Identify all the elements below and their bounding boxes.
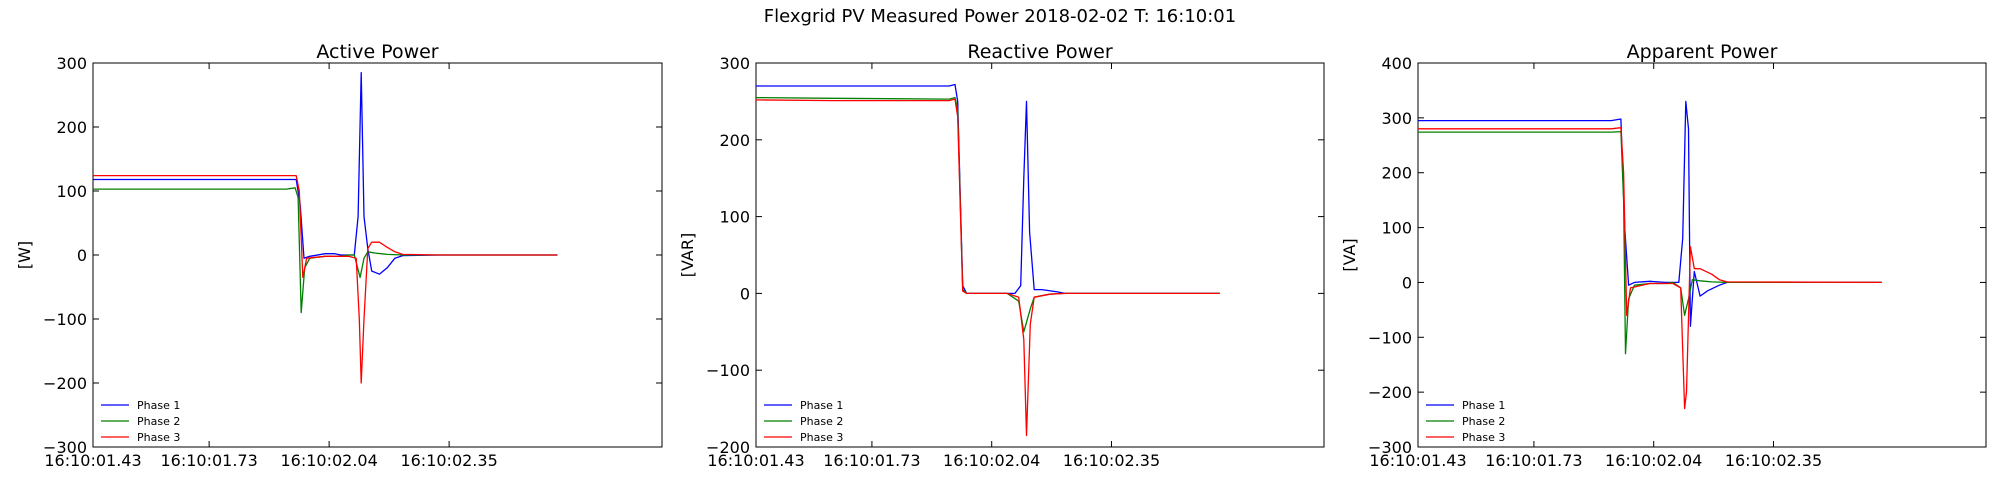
active-ytick-label: 300	[56, 54, 87, 73]
reactive-series-phase-3-line	[755, 98, 1220, 437]
active-ytick-label: −100	[43, 310, 87, 329]
active-legend-label: Phase 3	[137, 431, 180, 444]
reactive-legend-label: Phase 3	[800, 431, 843, 444]
apparent-ytick-label: −200	[1368, 383, 1412, 402]
reactive-ytick-label: 0	[740, 284, 750, 303]
apparent-ylabel: [VA]	[1340, 238, 1359, 271]
apparent-xtick-label: 16:10:02.35	[1725, 451, 1822, 470]
apparent-legend-label: Phase 2	[1462, 415, 1505, 428]
apparent-chart-title: Apparent Power	[1627, 41, 1778, 63]
reactive-plot-frame	[755, 62, 1325, 448]
reactive-ytick-label: 100	[719, 208, 750, 227]
apparent-xtick-label: 16:10:01.43	[1369, 451, 1466, 470]
active-ytick-label: 100	[56, 182, 87, 201]
reactive-chart-title: Reactive Power	[967, 41, 1112, 63]
active-series-phase-3-line	[93, 174, 558, 384]
active-xtick-label: 16:10:02.04	[280, 451, 377, 470]
active-ytick-label: 200	[56, 118, 87, 137]
apparent-legend-label: Phase 3	[1462, 431, 1505, 444]
active-xtick-label: 16:10:01.43	[44, 451, 141, 470]
apparent-ytick-label: 200	[1381, 164, 1412, 183]
active-ytick-label: −300	[43, 438, 87, 457]
apparent-xtick-label: 16:10:01.73	[1485, 451, 1582, 470]
reactive-ytick-label: 300	[719, 54, 750, 73]
apparent-plot-frame	[1417, 62, 1987, 448]
apparent-ytick-label: 300	[1381, 109, 1412, 128]
reactive-legend-label: Phase 2	[800, 415, 843, 428]
active-ylabel: [W]	[15, 241, 34, 269]
active-legend-label: Phase 2	[137, 415, 180, 428]
reactive-xtick-label: 16:10:02.04	[943, 451, 1040, 470]
apparent-xtick-label: 16:10:02.04	[1605, 451, 1702, 470]
apparent-legend-label: Phase 1	[1462, 399, 1505, 412]
apparent-ytick-label: 0	[1402, 273, 1412, 292]
active-xtick-label: 16:10:01.73	[160, 451, 257, 470]
active-ytick-label: −200	[43, 374, 87, 393]
apparent-ytick-label: 400	[1381, 54, 1412, 73]
reactive-xtick-label: 16:10:01.73	[823, 451, 920, 470]
apparent-series-phase-1-line	[1418, 100, 1882, 327]
figure-title: Flexgrid PV Measured Power 2018-02-02 T:…	[763, 6, 1237, 27]
active-xtick-label: 16:10:02.35	[400, 451, 497, 470]
reactive-xtick-label: 16:10:02.35	[1063, 451, 1160, 470]
reactive-legend-label: Phase 1	[800, 399, 843, 412]
active-ytick-label: 0	[77, 246, 87, 265]
reactive-ytick-label: 200	[719, 131, 750, 150]
apparent-ytick-label: −300	[1368, 438, 1412, 457]
reactive-ytick-label: −100	[706, 361, 750, 380]
active-legend-label: Phase 1	[137, 399, 180, 412]
reactive-series-phase-1-line	[756, 83, 1220, 295]
active-chart-title: Active Power	[316, 41, 438, 63]
reactive-ylabel: [VAR]	[678, 233, 697, 277]
apparent-series-phase-3-line	[1418, 127, 1882, 410]
apparent-ytick-label: −100	[1368, 328, 1412, 347]
apparent-ytick-label: 100	[1381, 219, 1412, 238]
reactive-ytick-label: −200	[706, 438, 750, 457]
apparent-series-phase-2-line	[1418, 130, 1882, 355]
reactive-xtick-label: 16:10:01.43	[707, 451, 804, 470]
